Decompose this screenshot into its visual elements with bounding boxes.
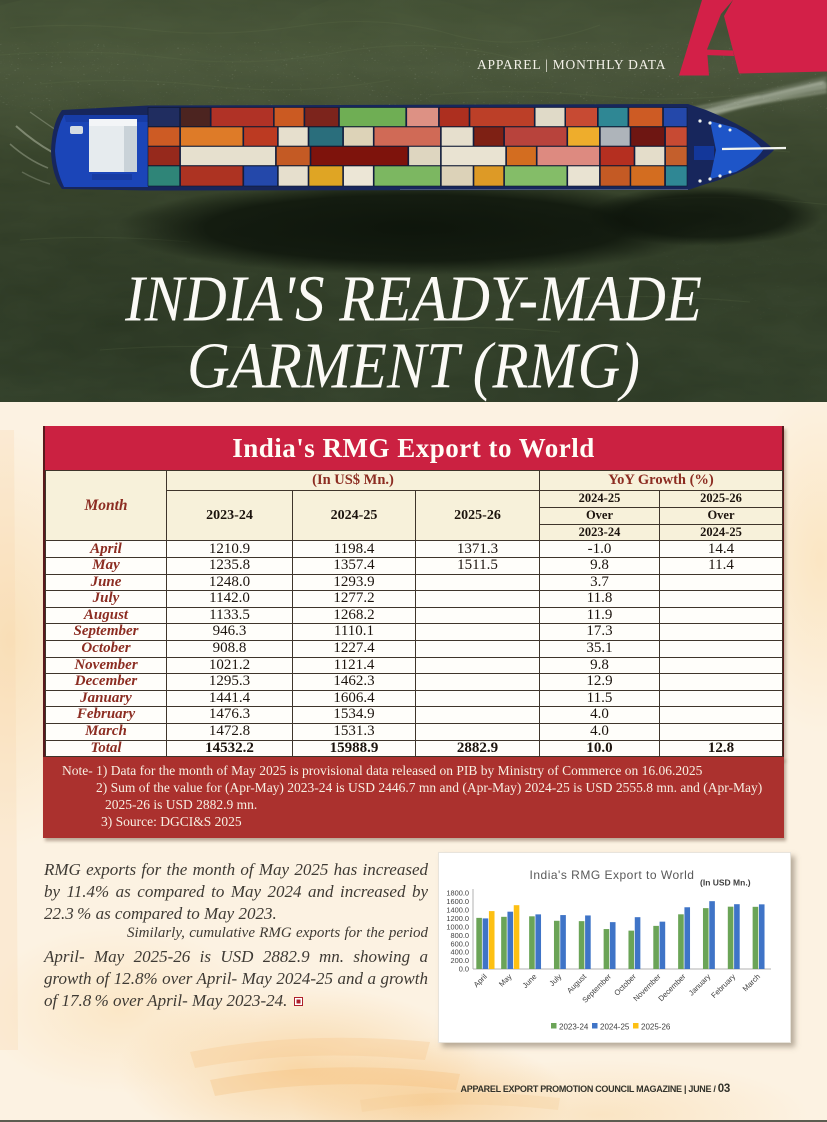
svg-text:India's RMG Export to World: India's RMG Export to World: [530, 868, 695, 882]
svg-text:1000.0: 1000.0: [446, 922, 469, 931]
svg-text:800.0: 800.0: [451, 931, 470, 940]
svg-text:400.0: 400.0: [451, 948, 470, 957]
svg-text:0.0: 0.0: [459, 965, 469, 974]
svg-text:2025-26: 2025-26: [641, 1023, 671, 1032]
svg-text:2023-24: 2023-24: [559, 1023, 589, 1032]
svg-text:1400.0: 1400.0: [446, 906, 469, 915]
svg-text:(In USD Mn.): (In USD Mn.): [700, 878, 751, 888]
svg-text:1800.0: 1800.0: [446, 889, 469, 898]
svg-text:2024-25: 2024-25: [600, 1023, 630, 1032]
svg-text:600.0: 600.0: [451, 939, 470, 948]
svg-text:1600.0: 1600.0: [446, 897, 469, 906]
svg-text:200.0: 200.0: [451, 956, 470, 965]
svg-text:1200.0: 1200.0: [446, 914, 469, 923]
